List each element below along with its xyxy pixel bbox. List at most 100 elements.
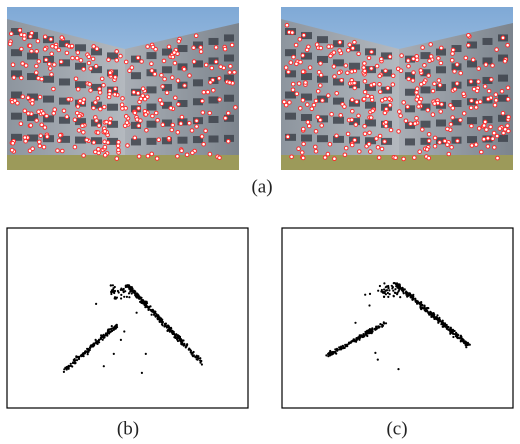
feature-point [490,78,494,82]
feature-point [74,77,78,81]
point [114,296,116,298]
point [148,308,150,310]
feature-point [73,145,77,149]
point [190,350,192,352]
point [93,343,95,345]
feature-point [146,154,150,158]
point [346,344,348,346]
feature-point [319,84,323,88]
feature-point [397,130,401,134]
window [421,86,431,93]
feature-point [314,145,318,149]
point [74,362,76,364]
window [301,73,312,80]
feature-point [415,87,419,91]
point [437,322,439,324]
feature-point [437,79,441,83]
feature-point [329,54,333,58]
feature-point [177,103,181,107]
feature-point [375,137,379,141]
feature-point [307,124,311,128]
point [336,349,338,351]
window [317,135,328,142]
feature-point [494,93,498,97]
feature-point [35,50,39,54]
point [111,289,113,291]
feature-point [224,116,228,120]
point [110,284,112,286]
feature-point [333,157,337,161]
point [465,344,467,346]
point [391,285,393,287]
feature-point [176,79,180,83]
window [59,78,70,85]
feature-point [161,85,165,89]
window [467,136,477,143]
feature-point [409,122,413,126]
feature-point [483,120,487,124]
feature-point [451,52,455,56]
feature-point [56,149,60,153]
point [393,295,395,297]
window [467,117,477,124]
feature-point [42,112,46,116]
point [170,328,172,330]
feature-point [288,101,292,105]
feature-point [29,35,33,39]
feature-point [446,127,450,131]
feature-point [326,152,330,156]
feature-point [133,111,137,115]
feature-point [332,51,336,55]
feature-point [174,96,178,100]
point [70,365,72,367]
feature-point [314,99,318,103]
feature-point [482,137,486,141]
feature-point [357,52,361,56]
point [392,290,394,292]
feature-point [120,103,124,107]
feature-point [180,115,184,119]
feature-point [92,106,96,110]
window [147,52,157,59]
feature-point [507,115,511,119]
plot-left [7,228,248,408]
point [112,284,114,286]
plot-frame [7,228,248,408]
window [333,117,344,124]
feature-point [427,133,431,137]
feature-point [42,145,46,149]
feature-point [474,106,478,110]
feature-point [169,106,173,110]
feature-point [234,106,238,110]
feature-point [330,112,334,116]
feature-point [338,49,342,53]
point [182,340,184,342]
point [338,346,340,348]
point [183,344,185,346]
point [144,300,146,302]
point [63,371,65,373]
point [467,343,469,345]
feature-point [37,60,41,64]
feature-point [185,153,189,157]
feature-point [363,69,367,73]
feature-point [479,100,483,104]
feature-point [208,111,212,115]
feature-point [79,59,83,63]
feature-point [316,115,320,119]
point [104,334,106,336]
point [185,345,187,347]
point [366,330,368,332]
point [394,288,396,290]
feature-point [291,82,295,86]
feature-point [62,109,66,113]
feature-point [121,107,125,111]
point [96,342,98,344]
feature-point [412,71,416,75]
figure: (a) (b) (c) [0,0,520,444]
feature-point [89,89,93,93]
point [389,293,391,295]
point [179,336,181,338]
window [11,92,22,99]
feature-point [378,134,382,138]
